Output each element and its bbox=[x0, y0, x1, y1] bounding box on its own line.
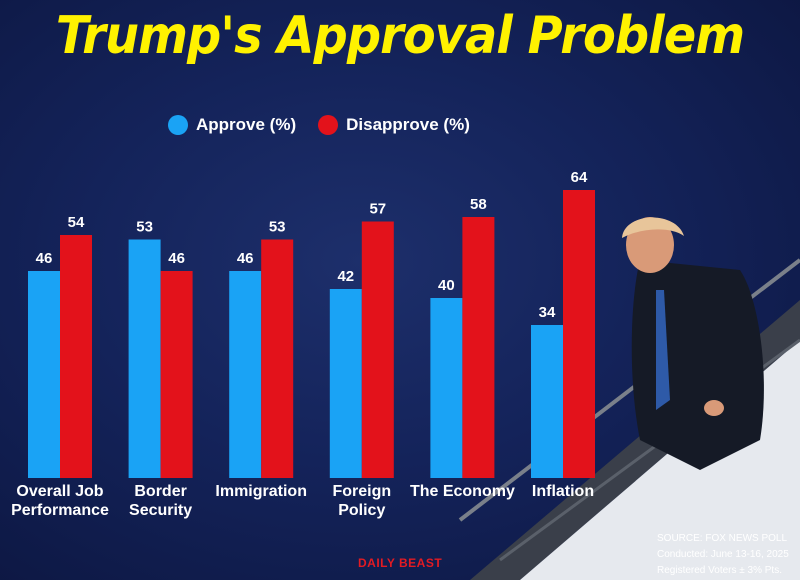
value-label-approve-2: 46 bbox=[237, 250, 254, 267]
legend-label-approve: Approve (%) bbox=[196, 115, 297, 134]
category-label-line: Inflation bbox=[532, 483, 594, 500]
category-label-line: Security bbox=[129, 502, 192, 519]
bar-disapprove-2 bbox=[261, 239, 294, 478]
legend-item-approve: Approve (%) bbox=[168, 115, 296, 135]
source-line-1: SOURCE: FOX NEWS POLL bbox=[657, 533, 788, 544]
value-label-approve-1: 53 bbox=[136, 219, 153, 236]
chart-title: Trump's Approval Problem bbox=[55, 6, 745, 66]
category-label-5: Inflation bbox=[532, 483, 594, 500]
bar-approve-1 bbox=[128, 239, 161, 478]
value-label-approve-0: 46 bbox=[36, 250, 53, 267]
value-label-disapprove-1: 46 bbox=[168, 250, 185, 267]
category-label-line: Border bbox=[134, 483, 186, 500]
bar-approve-5 bbox=[531, 325, 563, 478]
value-label-disapprove-3: 57 bbox=[369, 201, 386, 218]
bar-disapprove-0 bbox=[60, 235, 92, 478]
category-label-line: Immigration bbox=[215, 483, 307, 500]
brand-logo: DAILY BEAST bbox=[358, 556, 443, 570]
category-label-line: Overall Job bbox=[16, 483, 103, 500]
source-line-2: Conducted: June 13-16, 2025 bbox=[657, 549, 789, 560]
category-label-1: Border Security bbox=[129, 483, 192, 519]
legend-swatch-approve bbox=[168, 115, 188, 135]
bar-disapprove-1 bbox=[160, 271, 193, 478]
value-label-disapprove-2: 53 bbox=[269, 219, 286, 236]
value-label-disapprove-0: 54 bbox=[68, 214, 85, 231]
value-label-approve-4: 40 bbox=[438, 277, 455, 294]
category-label-4: The Economy bbox=[410, 483, 515, 500]
source-note: SOURCE: FOX NEWS POLL Conducted: June 13… bbox=[657, 531, 789, 579]
bar-disapprove-5 bbox=[563, 190, 595, 478]
bar-approve-4 bbox=[430, 298, 463, 478]
legend-item-disapprove: Disapprove (%) bbox=[318, 115, 470, 135]
value-label-disapprove-5: 64 bbox=[571, 169, 588, 186]
bar-approve-2 bbox=[229, 271, 262, 478]
category-label-line: Performance bbox=[11, 502, 109, 519]
category-label-line: Foreign bbox=[332, 483, 391, 500]
bar-approve-3 bbox=[329, 289, 362, 478]
value-label-approve-5: 34 bbox=[539, 304, 556, 321]
source-line-3: Registered Voters ± 3% Pts. bbox=[657, 565, 782, 576]
category-label-2: Immigration bbox=[215, 483, 307, 500]
category-label-line: The Economy bbox=[410, 483, 515, 500]
bar-approve-0 bbox=[28, 271, 60, 478]
value-label-approve-3: 42 bbox=[337, 268, 354, 285]
bar-disapprove-3 bbox=[361, 221, 394, 478]
category-label-line: Policy bbox=[338, 502, 385, 519]
bar-disapprove-4 bbox=[462, 217, 495, 478]
photo-figure bbox=[458, 217, 800, 580]
legend: Approve (%) Disapprove (%) bbox=[168, 115, 484, 135]
category-label-0: Overall Job Performance bbox=[11, 483, 109, 519]
category-label-3: Foreign Policy bbox=[332, 483, 391, 519]
legend-swatch-disapprove bbox=[318, 115, 339, 135]
value-label-disapprove-4: 58 bbox=[470, 196, 487, 213]
legend-label-disapprove: Disapprove (%) bbox=[346, 115, 470, 134]
